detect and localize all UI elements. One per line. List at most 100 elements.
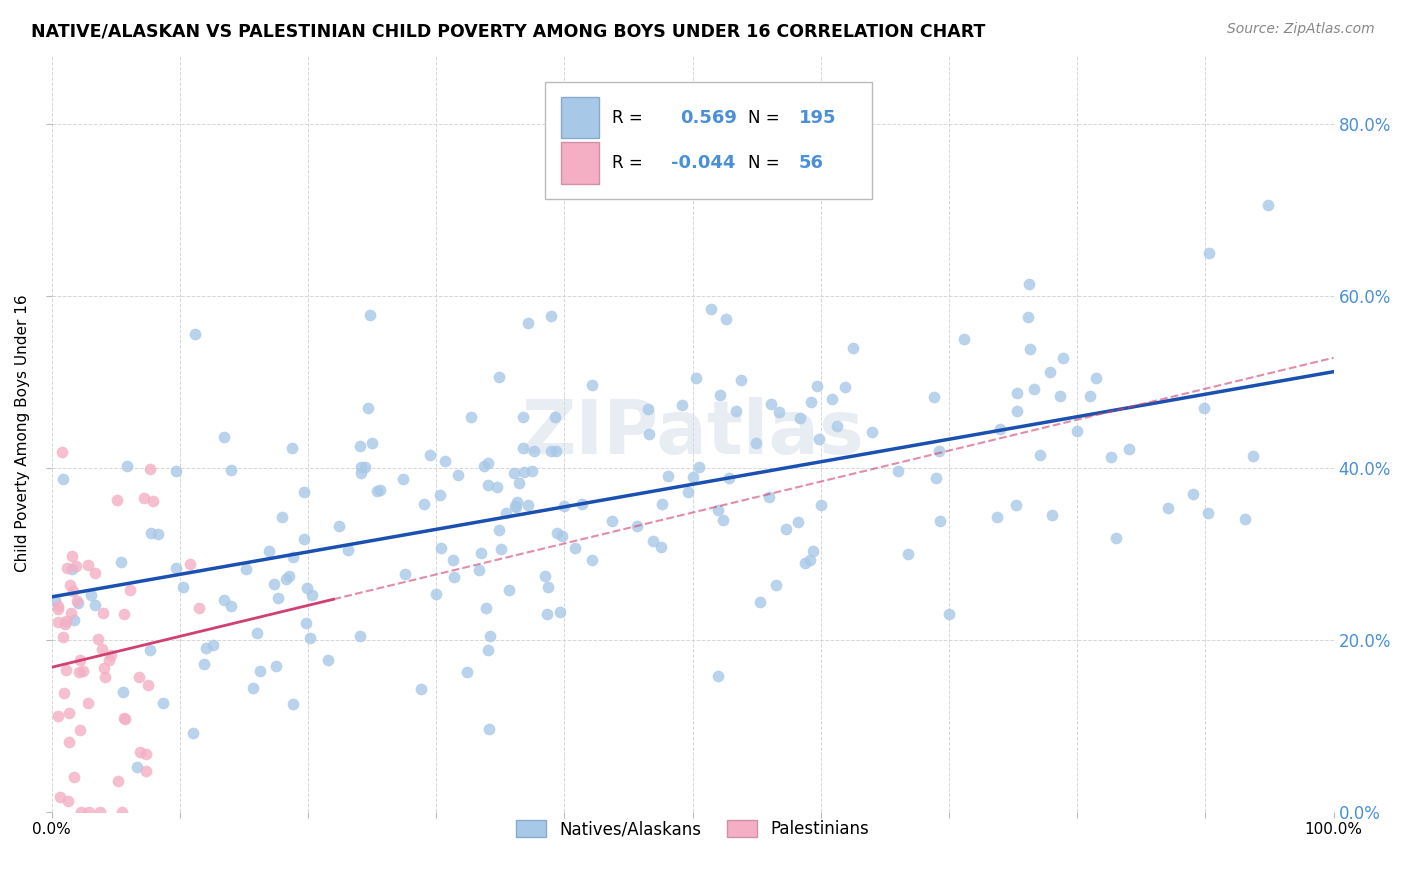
Point (1018, 277, 1040, 291)
Point (271, 510, 294, 524)
Point (564, 541, 586, 555)
Point (353, 460, 375, 475)
Point (517, 498, 540, 512)
Point (441, 553, 464, 567)
Point (820, 392, 842, 407)
Point (1197, 506, 1219, 520)
Point (1084, 371, 1107, 385)
Point (540, 309, 562, 323)
Point (301, 588, 323, 602)
Point (53, 617, 76, 632)
Point (553, 500, 575, 514)
Point (505, 500, 527, 514)
Point (988, 422, 1011, 436)
Point (52, 472, 75, 486)
Point (571, 497, 593, 511)
Point (1040, 508, 1063, 522)
Point (1005, 404, 1028, 418)
Point (77, 805, 100, 819)
Point (87, 632, 110, 646)
Point (69, 723, 91, 737)
Point (808, 432, 831, 446)
Point (46, 615, 69, 630)
Point (512, 441, 534, 455)
Point (135, 764, 157, 778)
Point (419, 448, 441, 462)
Point (834, 380, 856, 394)
Point (775, 522, 797, 536)
Point (349, 439, 371, 453)
Point (55, 663, 77, 677)
Point (581, 378, 603, 392)
Point (111, 805, 134, 819)
Point (394, 566, 416, 581)
Point (292, 532, 315, 546)
Point (93, 606, 115, 620)
Point (1049, 389, 1071, 403)
Point (179, 558, 201, 572)
Text: N =: N = (748, 109, 779, 127)
Point (676, 484, 699, 499)
Point (470, 546, 492, 560)
Point (1241, 449, 1264, 463)
Point (316, 652, 339, 666)
Point (51, 445, 73, 459)
Point (89, 805, 111, 819)
Point (46, 599, 69, 614)
Point (212, 430, 235, 444)
Point (896, 547, 918, 561)
FancyBboxPatch shape (561, 142, 599, 184)
Point (246, 626, 269, 640)
Point (350, 460, 373, 475)
Point (842, 341, 865, 355)
Point (498, 583, 520, 598)
Point (165, 561, 187, 575)
Point (1052, 351, 1074, 365)
Point (650, 540, 672, 554)
Point (468, 563, 491, 577)
Point (152, 697, 174, 711)
Point (787, 516, 810, 530)
Point (107, 774, 129, 789)
Point (506, 495, 529, 509)
FancyBboxPatch shape (561, 96, 599, 138)
Point (489, 541, 512, 556)
Point (59, 577, 82, 591)
Point (337, 542, 360, 557)
Point (93, 661, 115, 675)
Point (105, 492, 128, 507)
Point (953, 332, 976, 346)
Point (125, 760, 148, 774)
Point (534, 569, 557, 583)
Point (765, 578, 787, 592)
Point (520, 464, 543, 478)
Point (281, 441, 304, 455)
Point (409, 682, 432, 697)
Point (460, 409, 482, 424)
Point (135, 747, 157, 761)
Point (183, 726, 205, 740)
Point (193, 657, 215, 671)
Point (44, 592, 66, 607)
Point (548, 605, 571, 619)
Point (430, 541, 453, 555)
Point (359, 309, 381, 323)
Point (120, 583, 142, 598)
Point (77, 696, 100, 710)
Point (235, 561, 257, 575)
Point (711, 513, 734, 527)
Point (128, 670, 150, 684)
Text: N =: N = (748, 154, 779, 172)
Point (1066, 425, 1088, 439)
Point (429, 487, 451, 501)
Point (1182, 487, 1205, 501)
Point (111, 685, 134, 699)
Point (478, 722, 501, 736)
Point (928, 514, 950, 528)
Text: R =: R = (612, 154, 648, 172)
Point (1017, 310, 1039, 325)
Point (110, 556, 132, 570)
Point (1198, 246, 1220, 260)
Point (768, 405, 790, 419)
Point (860, 425, 883, 439)
